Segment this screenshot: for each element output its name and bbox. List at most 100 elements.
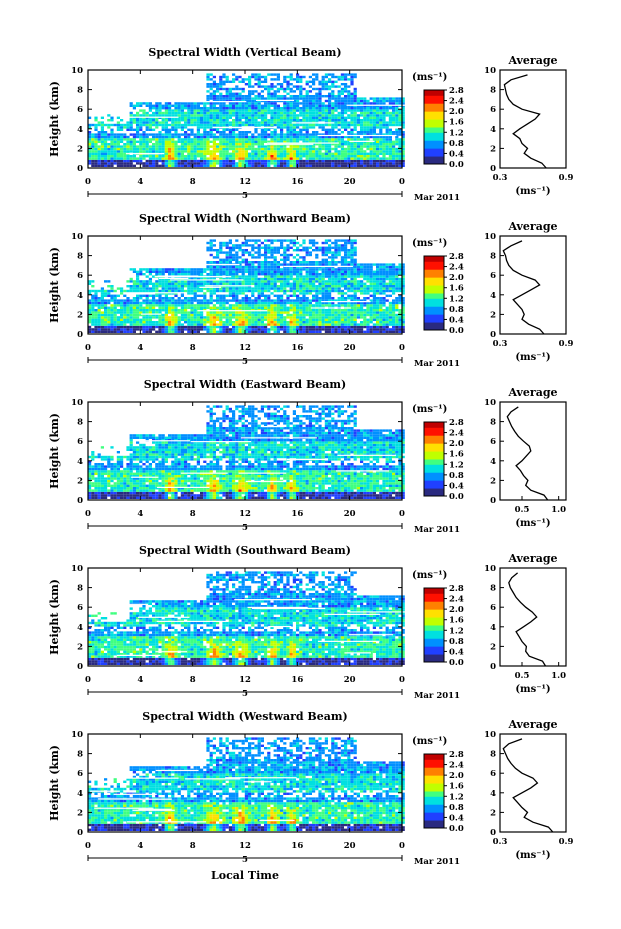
- heatmap-cell: [209, 128, 213, 131]
- heatmap-cell: [193, 150, 197, 153]
- heatmap-cell: [222, 297, 226, 300]
- heatmap-cell: [177, 323, 181, 326]
- heatmap-cell: [324, 85, 328, 88]
- heatmap-cell: [145, 121, 149, 124]
- heatmap-cell: [401, 111, 405, 115]
- heatmap-cell: [363, 162, 367, 165]
- heatmap-cell: [321, 299, 325, 302]
- heatmap-cell: [308, 109, 312, 112]
- heatmap-cell: [331, 114, 335, 117]
- heatmap-cell: [308, 261, 312, 264]
- heatmap-cell: [203, 143, 207, 146]
- heatmap-cell: [184, 131, 188, 134]
- heatmap-cell: [158, 123, 162, 127]
- heatmap-cell: [158, 316, 162, 319]
- heatmap-cell: [267, 313, 271, 317]
- heatmap-cell: [286, 246, 290, 249]
- heatmap-cell: [264, 258, 268, 261]
- heatmap-cell: [126, 135, 130, 139]
- heatmap-cell: [161, 107, 165, 110]
- heatmap-cell: [113, 313, 117, 317]
- heatmap-cell: [254, 116, 258, 119]
- heatmap-cell: [324, 249, 328, 252]
- heatmap-cell: [177, 285, 181, 288]
- heatmap-cell: [286, 301, 290, 305]
- heatmap-cell: [379, 147, 383, 151]
- heatmap-cell: [401, 121, 405, 124]
- heatmap-cell: [235, 95, 239, 98]
- heatmap-cell: [321, 253, 325, 257]
- heatmap-cell: [209, 280, 213, 283]
- heatmap-cell: [88, 280, 92, 283]
- heatmap-cell: [238, 121, 242, 124]
- heatmap-cell: [299, 297, 303, 300]
- heatmap-cell: [398, 114, 402, 117]
- heatmap-cell: [203, 268, 207, 271]
- heatmap-cell: [260, 104, 264, 107]
- colorbar-segment: [424, 129, 444, 133]
- heatmap-cell: [331, 73, 335, 76]
- heatmap-cell: [164, 131, 168, 134]
- heatmap-cell: [161, 318, 165, 321]
- data-gap: [267, 142, 339, 144]
- heatmap-cell: [257, 92, 261, 95]
- heatmap-cell: [113, 150, 117, 153]
- heatmap-cell: [193, 111, 197, 115]
- heatmap-cell: [286, 83, 290, 86]
- heatmap-cell: [190, 270, 194, 273]
- heatmap-cell: [388, 116, 392, 119]
- heatmap-cell: [286, 325, 290, 329]
- heatmap-cell: [187, 318, 191, 321]
- heatmap-cell: [280, 304, 284, 307]
- heatmap-cell: [286, 299, 290, 302]
- heatmap-cell: [318, 323, 322, 326]
- heatmap-cell: [276, 321, 280, 324]
- heatmap-cell: [366, 109, 370, 112]
- heatmap-cell: [235, 277, 239, 281]
- heatmap-cell: [107, 328, 111, 331]
- heatmap-cell: [308, 323, 312, 326]
- heatmap-cell: [257, 155, 261, 158]
- heatmap-cell: [289, 277, 293, 281]
- heatmap-cell: [142, 143, 146, 146]
- heatmap-cell: [392, 150, 396, 153]
- heatmap-cell: [286, 313, 290, 317]
- heatmap-cell: [267, 309, 271, 312]
- heatmap-cell: [305, 119, 309, 122]
- heatmap-cell: [395, 107, 399, 110]
- heatmap-cell: [132, 155, 136, 158]
- heatmap-cell: [196, 304, 200, 307]
- heatmap-cell: [235, 304, 239, 307]
- heatmap-cell: [273, 309, 277, 312]
- heatmap-cell: [251, 249, 255, 252]
- heatmap-cell: [286, 328, 290, 331]
- heatmap-cell: [228, 162, 232, 165]
- heatmap-cell: [305, 128, 309, 131]
- heatmap-cell: [136, 289, 140, 293]
- heatmap-cell: [318, 311, 322, 314]
- heatmap-cell: [212, 304, 216, 307]
- heatmap-cell: [244, 78, 248, 81]
- heatmap-cell: [212, 121, 216, 124]
- heatmap-cell: [171, 318, 175, 321]
- heatmap-cell: [283, 282, 287, 285]
- heatmap-cell: [328, 251, 332, 254]
- heatmap-cell: [180, 111, 184, 115]
- heatmap-cell: [254, 147, 258, 151]
- heatmap-cell: [340, 102, 344, 105]
- heatmap-cell: [94, 299, 98, 302]
- heatmap-cell: [209, 162, 213, 165]
- heatmap-cell: [324, 282, 328, 285]
- heatmap-cell: [324, 104, 328, 107]
- heatmap-cell: [315, 78, 319, 81]
- heatmap-cell: [212, 140, 216, 143]
- heatmap-cell: [289, 309, 293, 312]
- heatmap-cell: [267, 321, 271, 324]
- heatmap-cell: [344, 162, 348, 165]
- heatmap-cell: [302, 263, 306, 266]
- heatmap-cell: [193, 164, 197, 167]
- heatmap-cell: [206, 135, 210, 139]
- heatmap-cell: [203, 155, 207, 158]
- heatmap-cell: [267, 162, 271, 165]
- heatmap-cell: [244, 147, 248, 151]
